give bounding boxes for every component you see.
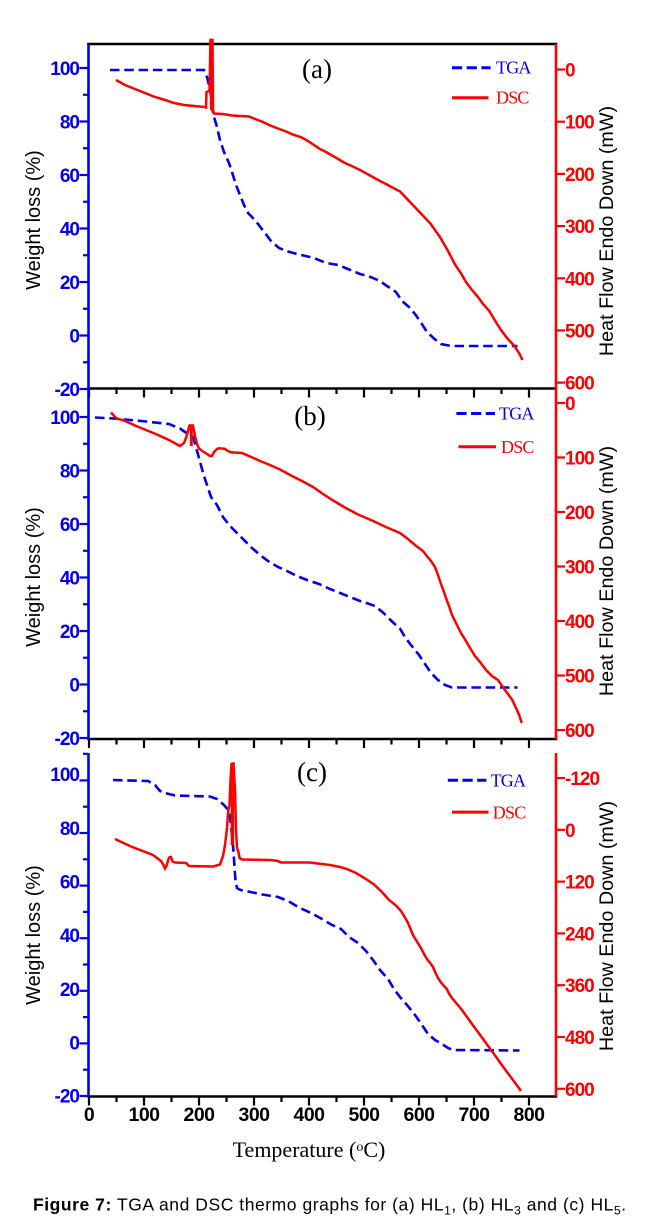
svg-text:40: 40 bbox=[60, 569, 80, 590]
svg-text:500: 500 bbox=[565, 321, 594, 342]
svg-text:80: 80 bbox=[60, 819, 80, 840]
svg-text:0: 0 bbox=[69, 1034, 79, 1055]
svg-text:DSC: DSC bbox=[496, 88, 529, 108]
svg-text:20: 20 bbox=[60, 622, 80, 643]
svg-text:100: 100 bbox=[128, 1104, 160, 1126]
svg-text:Heat Flow Endo Down (mW): Heat Flow Endo Down (mW) bbox=[596, 106, 618, 356]
svg-text:200: 200 bbox=[565, 503, 594, 524]
svg-text:500: 500 bbox=[565, 667, 594, 688]
svg-text:Heat Flow Endo Down (mW): Heat Flow Endo Down (mW) bbox=[596, 446, 618, 696]
svg-text:100: 100 bbox=[565, 113, 594, 134]
svg-text:Weight loss (%): Weight loss (%) bbox=[23, 507, 45, 647]
svg-text:700: 700 bbox=[458, 1104, 490, 1126]
svg-text:DSC: DSC bbox=[501, 437, 534, 457]
svg-text:100: 100 bbox=[565, 449, 594, 470]
svg-text:300: 300 bbox=[565, 558, 594, 579]
svg-text:-20: -20 bbox=[55, 1087, 80, 1108]
svg-text:TGA: TGA bbox=[496, 57, 531, 77]
svg-text:(b): (b) bbox=[294, 401, 325, 431]
svg-text:-120: -120 bbox=[565, 769, 599, 790]
svg-text:360: 360 bbox=[565, 976, 594, 997]
svg-text:400: 400 bbox=[293, 1104, 325, 1126]
svg-text:80: 80 bbox=[60, 113, 80, 134]
svg-text:Heat Flow Endo Down (mW): Heat Flow Endo Down (mW) bbox=[596, 801, 618, 1051]
svg-text:240: 240 bbox=[565, 924, 594, 945]
svg-text:600: 600 bbox=[565, 721, 594, 742]
svg-text:-20: -20 bbox=[55, 380, 80, 401]
svg-text:40: 40 bbox=[60, 926, 80, 947]
svg-text:80: 80 bbox=[60, 462, 80, 483]
svg-text:DSC: DSC bbox=[493, 802, 526, 822]
svg-text:100: 100 bbox=[50, 765, 79, 786]
svg-text:0: 0 bbox=[565, 61, 575, 82]
svg-text:600: 600 bbox=[565, 374, 594, 395]
svg-text:Temperature (oC): Temperature (oC) bbox=[233, 1137, 386, 1162]
svg-text:300: 300 bbox=[238, 1104, 270, 1126]
svg-text:500: 500 bbox=[348, 1104, 380, 1126]
svg-text:Weight loss (%): Weight loss (%) bbox=[23, 150, 45, 290]
svg-text:200: 200 bbox=[565, 165, 594, 186]
svg-text:60: 60 bbox=[60, 873, 80, 894]
svg-text:300: 300 bbox=[565, 217, 594, 238]
svg-text:120: 120 bbox=[565, 873, 594, 894]
svg-text:600: 600 bbox=[403, 1104, 435, 1126]
svg-text:60: 60 bbox=[60, 166, 80, 187]
svg-text:(c): (c) bbox=[297, 757, 327, 787]
svg-text:200: 200 bbox=[183, 1104, 215, 1126]
svg-text:40: 40 bbox=[60, 220, 80, 241]
svg-text:480: 480 bbox=[565, 1028, 594, 1049]
svg-text:0: 0 bbox=[69, 676, 79, 697]
svg-text:Weight loss (%): Weight loss (%) bbox=[23, 865, 45, 1005]
svg-text:TGA: TGA bbox=[491, 770, 526, 790]
svg-text:Figure 7: TGA and DSC thermo g: Figure 7: TGA and DSC thermo graphs for … bbox=[33, 1195, 627, 1218]
svg-text:100: 100 bbox=[50, 59, 79, 80]
svg-text:800: 800 bbox=[513, 1104, 545, 1126]
svg-text:-20: -20 bbox=[55, 729, 80, 750]
svg-text:0: 0 bbox=[565, 394, 575, 415]
svg-text:400: 400 bbox=[565, 269, 594, 290]
svg-text:(a): (a) bbox=[302, 54, 332, 84]
svg-text:TGA: TGA bbox=[499, 404, 534, 424]
svg-text:0: 0 bbox=[84, 1104, 95, 1126]
svg-text:20: 20 bbox=[60, 980, 80, 1001]
svg-text:60: 60 bbox=[60, 515, 80, 536]
svg-text:20: 20 bbox=[60, 273, 80, 294]
svg-text:0: 0 bbox=[565, 821, 575, 842]
svg-text:600: 600 bbox=[565, 1080, 594, 1101]
svg-text:400: 400 bbox=[565, 612, 594, 633]
svg-text:0: 0 bbox=[69, 327, 79, 348]
svg-text:100: 100 bbox=[50, 408, 79, 429]
